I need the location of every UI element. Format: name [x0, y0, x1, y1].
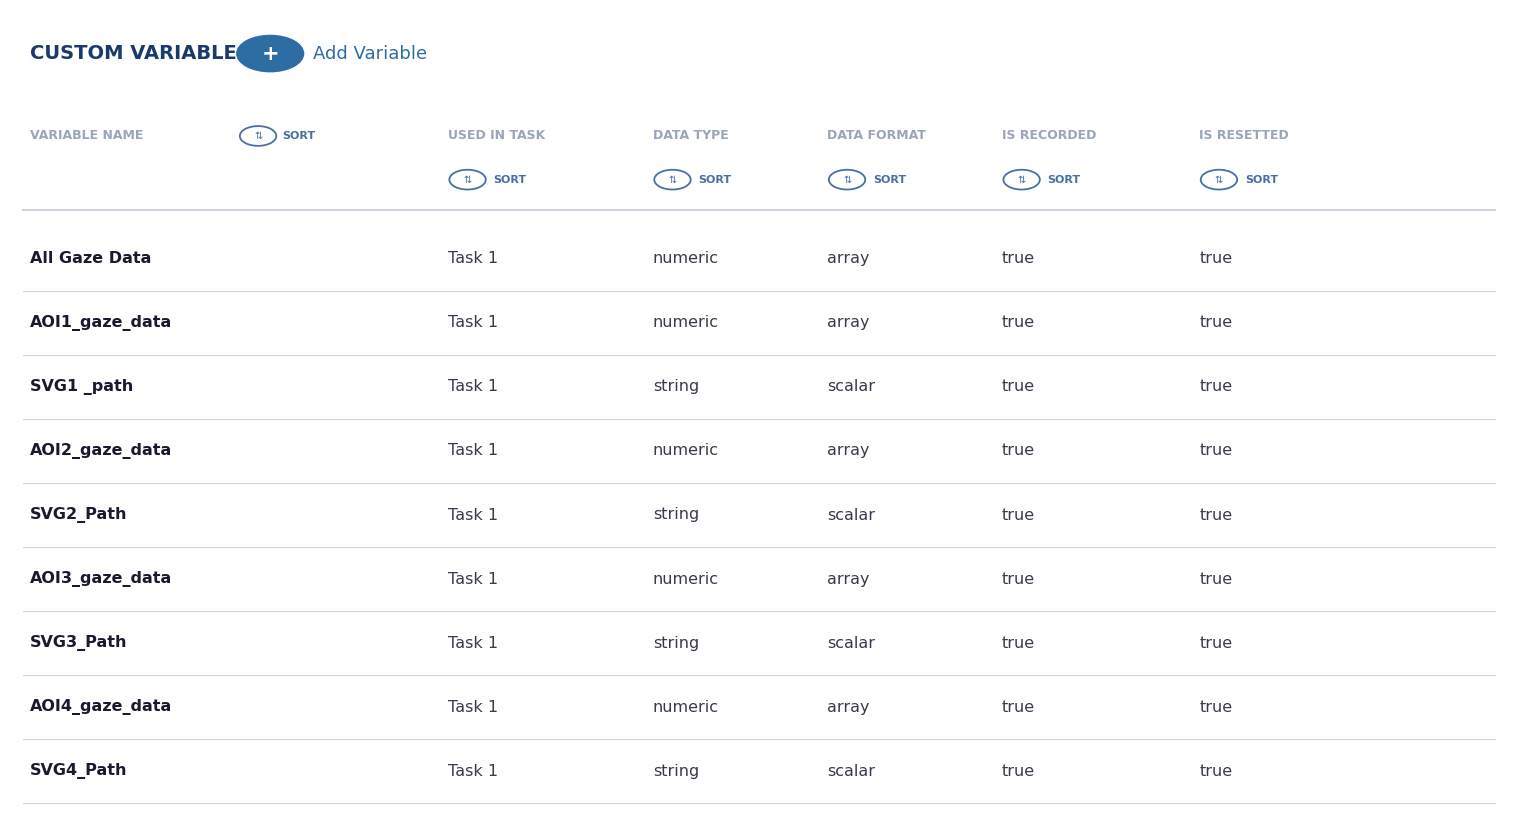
- Text: VARIABLE NAME: VARIABLE NAME: [30, 129, 144, 143]
- Text: USED IN TASK: USED IN TASK: [448, 129, 545, 143]
- Text: AOI2_gaze_data: AOI2_gaze_data: [30, 443, 173, 459]
- Text: AOI4_gaze_data: AOI4_gaze_data: [30, 700, 173, 715]
- Text: SORT: SORT: [1245, 175, 1278, 185]
- Text: true: true: [1002, 700, 1035, 714]
- Text: true: true: [1199, 764, 1233, 779]
- Text: true: true: [1199, 443, 1233, 458]
- Text: +: +: [261, 44, 279, 63]
- Text: ⇅: ⇅: [668, 175, 677, 185]
- Text: Task 1: Task 1: [448, 764, 498, 779]
- Text: true: true: [1002, 443, 1035, 458]
- Text: true: true: [1199, 635, 1233, 651]
- Text: true: true: [1002, 764, 1035, 779]
- Text: array: array: [827, 572, 870, 587]
- Text: true: true: [1199, 508, 1233, 522]
- Text: CUSTOM VARIABLES: CUSTOM VARIABLES: [30, 44, 250, 63]
- Text: true: true: [1199, 251, 1233, 266]
- Text: Task 1: Task 1: [448, 508, 498, 522]
- Text: All Gaze Data: All Gaze Data: [30, 251, 152, 266]
- Text: true: true: [1199, 379, 1233, 395]
- Text: string: string: [653, 379, 698, 395]
- Text: scalar: scalar: [827, 635, 876, 651]
- Text: DATA TYPE: DATA TYPE: [653, 129, 729, 143]
- Text: true: true: [1199, 316, 1233, 330]
- Text: Task 1: Task 1: [448, 443, 498, 458]
- Text: Task 1: Task 1: [448, 251, 498, 266]
- Text: SORT: SORT: [698, 175, 732, 185]
- Text: Add Variable: Add Variable: [313, 44, 427, 63]
- Text: scalar: scalar: [827, 379, 876, 395]
- Text: true: true: [1002, 572, 1035, 587]
- Text: SORT: SORT: [1047, 175, 1081, 185]
- Text: ⇅: ⇅: [1214, 175, 1224, 185]
- Circle shape: [237, 35, 304, 72]
- Text: SORT: SORT: [282, 131, 316, 141]
- Text: SVG3_Path: SVG3_Path: [30, 635, 128, 651]
- Text: numeric: numeric: [653, 572, 718, 587]
- Text: ⇅: ⇅: [842, 175, 852, 185]
- Text: string: string: [653, 635, 698, 651]
- Text: SVG2_Path: SVG2_Path: [30, 507, 128, 523]
- Text: string: string: [653, 508, 698, 522]
- Text: numeric: numeric: [653, 316, 718, 330]
- Text: ⇅: ⇅: [254, 131, 263, 141]
- Text: Task 1: Task 1: [448, 316, 498, 330]
- Text: true: true: [1002, 379, 1035, 395]
- Text: array: array: [827, 251, 870, 266]
- Text: true: true: [1199, 572, 1233, 587]
- Text: IS RECORDED: IS RECORDED: [1002, 129, 1096, 143]
- Text: array: array: [827, 443, 870, 458]
- Text: ⇅: ⇅: [463, 175, 472, 185]
- Text: array: array: [827, 316, 870, 330]
- Text: true: true: [1199, 700, 1233, 714]
- Text: AOI1_gaze_data: AOI1_gaze_data: [30, 315, 173, 330]
- Text: Task 1: Task 1: [448, 572, 498, 587]
- Text: true: true: [1002, 251, 1035, 266]
- Text: scalar: scalar: [827, 508, 876, 522]
- Text: true: true: [1002, 508, 1035, 522]
- Text: DATA FORMAT: DATA FORMAT: [827, 129, 926, 143]
- Text: true: true: [1002, 316, 1035, 330]
- Text: string: string: [653, 764, 698, 779]
- Text: SORT: SORT: [493, 175, 527, 185]
- Text: SORT: SORT: [873, 175, 906, 185]
- Text: Task 1: Task 1: [448, 700, 498, 714]
- Text: Task 1: Task 1: [448, 379, 498, 395]
- Text: IS RESETTED: IS RESETTED: [1199, 129, 1289, 143]
- Text: scalar: scalar: [827, 764, 876, 779]
- Text: true: true: [1002, 635, 1035, 651]
- Text: numeric: numeric: [653, 700, 718, 714]
- Text: Task 1: Task 1: [448, 635, 498, 651]
- Text: numeric: numeric: [653, 251, 718, 266]
- Text: AOI3_gaze_data: AOI3_gaze_data: [30, 571, 173, 587]
- Text: SVG4_Path: SVG4_Path: [30, 763, 128, 780]
- Text: numeric: numeric: [653, 443, 718, 458]
- Text: array: array: [827, 700, 870, 714]
- Text: SVG1 _path: SVG1 _path: [30, 379, 134, 395]
- Text: ⇅: ⇅: [1017, 175, 1026, 185]
